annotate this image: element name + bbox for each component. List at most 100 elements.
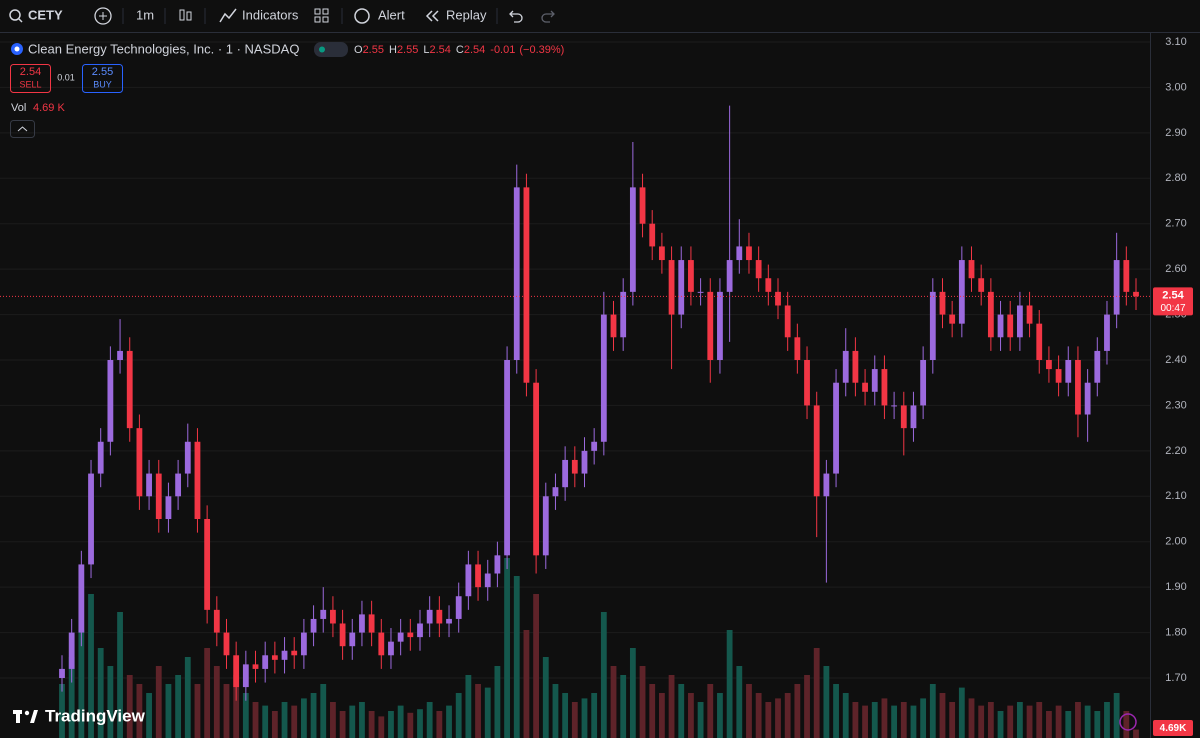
volume-bar <box>68 657 75 738</box>
collapse-legend[interactable] <box>10 120 35 138</box>
candle-body <box>204 519 211 610</box>
candle-body <box>300 632 307 656</box>
chart-type[interactable] <box>179 9 192 21</box>
add-symbol[interactable] <box>94 7 112 25</box>
candle-body <box>639 187 646 224</box>
candle-body <box>184 441 191 474</box>
volume-bar <box>755 693 762 738</box>
sell-price[interactable]: 2.54 <box>20 66 41 78</box>
volume-bar <box>862 705 868 738</box>
candle-body <box>368 614 375 633</box>
alert[interactable]: Alert <box>378 7 405 22</box>
volume-bar <box>852 702 859 738</box>
volume-bar <box>987 702 994 738</box>
change: -0.01 <box>490 44 515 56</box>
undo[interactable] <box>509 10 523 23</box>
ohlc: O2.55 H2.55 L2.54 C2.54 -0.01 (−0.39%) <box>354 44 564 56</box>
volume-tag-value: 4.69K <box>1160 723 1187 734</box>
volume-bar <box>804 675 810 738</box>
volume-bar <box>233 675 240 738</box>
volume-bar <box>165 684 172 738</box>
candle-body <box>194 441 201 519</box>
market-status <box>314 42 348 57</box>
templates[interactable] <box>314 8 329 23</box>
volume-bar <box>958 687 965 738</box>
alert-button[interactable]: Alert <box>354 7 405 24</box>
buy-price[interactable]: 2.55 <box>92 66 113 78</box>
candle-body <box>68 632 75 669</box>
candle-body <box>746 246 752 261</box>
candle-body <box>165 496 172 519</box>
volume-bar <box>78 630 85 738</box>
volume-bar <box>262 705 269 738</box>
volume-bar <box>504 558 510 738</box>
sell-button[interactable]: 2.54 SELL <box>10 64 51 93</box>
candle-body <box>484 573 491 588</box>
volume-bar <box>1113 693 1120 738</box>
ohlc-value: 2.55 <box>397 44 418 56</box>
volume-bar <box>223 684 230 738</box>
candle-body <box>155 473 162 519</box>
news-icon[interactable] <box>1119 713 1137 731</box>
candle-body <box>107 360 114 442</box>
volume-bar <box>455 693 462 738</box>
volume-bar <box>920 698 927 738</box>
symbol-search[interactable]: CETY <box>9 7 63 23</box>
candle-body <box>813 405 820 497</box>
buy-button[interactable]: 2.55 BUY <box>82 64 123 93</box>
candle-body <box>910 405 917 429</box>
candle-body <box>842 350 849 383</box>
volume-bar <box>891 705 898 738</box>
volume-bar <box>1036 702 1043 738</box>
indicators-button[interactable]: Indicators <box>219 7 299 22</box>
volume-bar <box>688 693 694 738</box>
replay[interactable]: Replay <box>446 7 487 22</box>
candle-body <box>920 360 927 406</box>
volume-bar <box>949 702 956 738</box>
volume-bar <box>900 702 907 738</box>
volume-bar <box>494 666 501 738</box>
toolbar <box>0 0 1200 32</box>
candle-body <box>126 350 133 429</box>
volume-bar <box>668 675 675 738</box>
volume-bar <box>155 666 162 738</box>
candle-body <box>446 618 452 624</box>
candle-body <box>823 473 830 497</box>
candle-body <box>978 278 985 292</box>
candle-body <box>552 487 559 497</box>
candle-body <box>958 260 965 324</box>
candle-body <box>862 382 868 392</box>
volume-bar <box>513 576 520 738</box>
y-tick-label: 1.90 <box>1165 581 1186 593</box>
volume-bar <box>339 711 346 738</box>
ohlc-label: L <box>423 44 429 56</box>
indicators[interactable]: Indicators <box>242 7 299 22</box>
volume-value: 4.69 K <box>33 102 65 114</box>
candle-body <box>629 187 636 292</box>
volume-bar <box>407 712 414 738</box>
volume-bar <box>446 705 452 738</box>
candle-body <box>968 260 975 279</box>
volume-bar <box>726 630 733 738</box>
interval[interactable]: 1m <box>136 7 154 22</box>
buy-label[interactable]: BUY <box>93 79 112 89</box>
candle-body <box>378 632 385 656</box>
candle-body <box>1065 360 1072 383</box>
candle-body <box>417 623 423 638</box>
candle-body <box>775 291 781 306</box>
volume-bar <box>136 684 143 738</box>
volume-bar <box>300 698 307 738</box>
candle-body <box>359 614 365 633</box>
status-dot <box>319 46 325 53</box>
redo[interactable] <box>541 10 555 23</box>
volume-bar <box>107 666 114 738</box>
sell-label[interactable]: SELL <box>19 79 41 89</box>
symbol[interactable]: CETY <box>28 7 63 22</box>
replay-button[interactable]: Replay <box>425 7 487 22</box>
candle-body <box>320 609 327 619</box>
volume-bar <box>1123 711 1130 738</box>
volume-bar <box>1094 711 1101 738</box>
volume-bar <box>629 648 636 738</box>
candle-body <box>649 223 656 247</box>
